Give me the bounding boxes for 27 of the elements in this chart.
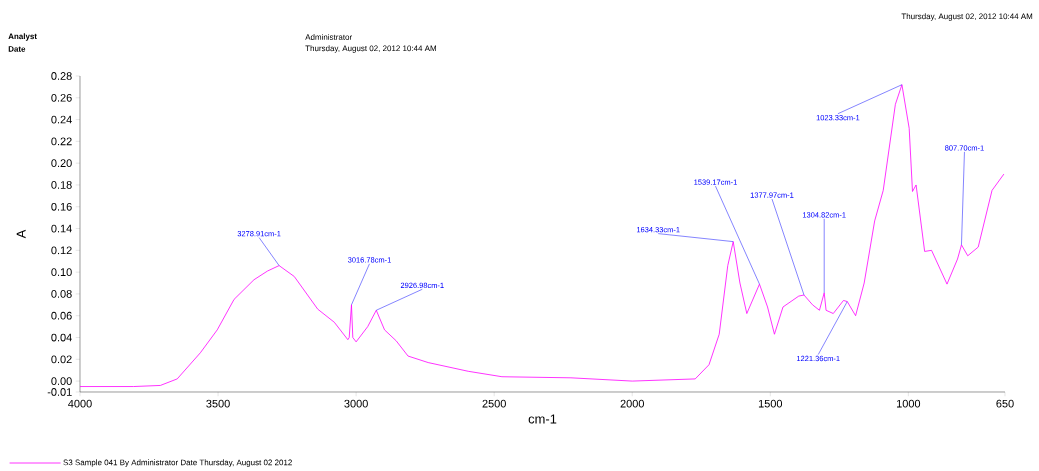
y-tick-label: 0.12 <box>51 246 72 255</box>
y-tick-label: 0.26 <box>51 94 72 102</box>
y-tick-label: 0.08 <box>51 290 72 298</box>
y-tick-label: 0.06 <box>51 312 72 320</box>
x-tick-label: 1500 <box>758 399 783 408</box>
y-tick-label: 0.16 <box>51 203 72 211</box>
y-tick-label: 0.04 <box>51 333 72 342</box>
y-tick-label: 0.28 <box>51 72 72 81</box>
x-axis-title: cm-1 <box>528 414 557 424</box>
x-tick-label: 2500 <box>482 399 506 408</box>
x-tick-label: 2000 <box>620 399 644 408</box>
y-tick-label: 0.20 <box>51 159 72 168</box>
y-tick-label: 0.10 <box>51 268 72 277</box>
x-tick-label: 1000 <box>897 399 921 408</box>
y-tick-label: 0.00 <box>51 377 72 386</box>
y-tick-label: 0.14 <box>51 224 72 233</box>
x-tick-label: 4000 <box>68 399 92 408</box>
line-series <box>79 84 1005 388</box>
x-tick-label: 650 <box>996 399 1014 408</box>
x-tick-label: 3000 <box>344 399 368 408</box>
y-tick-label: 0.18 <box>51 181 72 190</box>
y-tick-label: 0.22 <box>51 137 72 146</box>
x-tick-label: 3500 <box>206 399 230 408</box>
y-tick-label: 0.02 <box>51 355 72 364</box>
y-tick-label: 0.24 <box>51 115 72 124</box>
y-axis-title: A <box>16 229 26 239</box>
y-tick-label: -0.01 <box>47 388 72 397</box>
